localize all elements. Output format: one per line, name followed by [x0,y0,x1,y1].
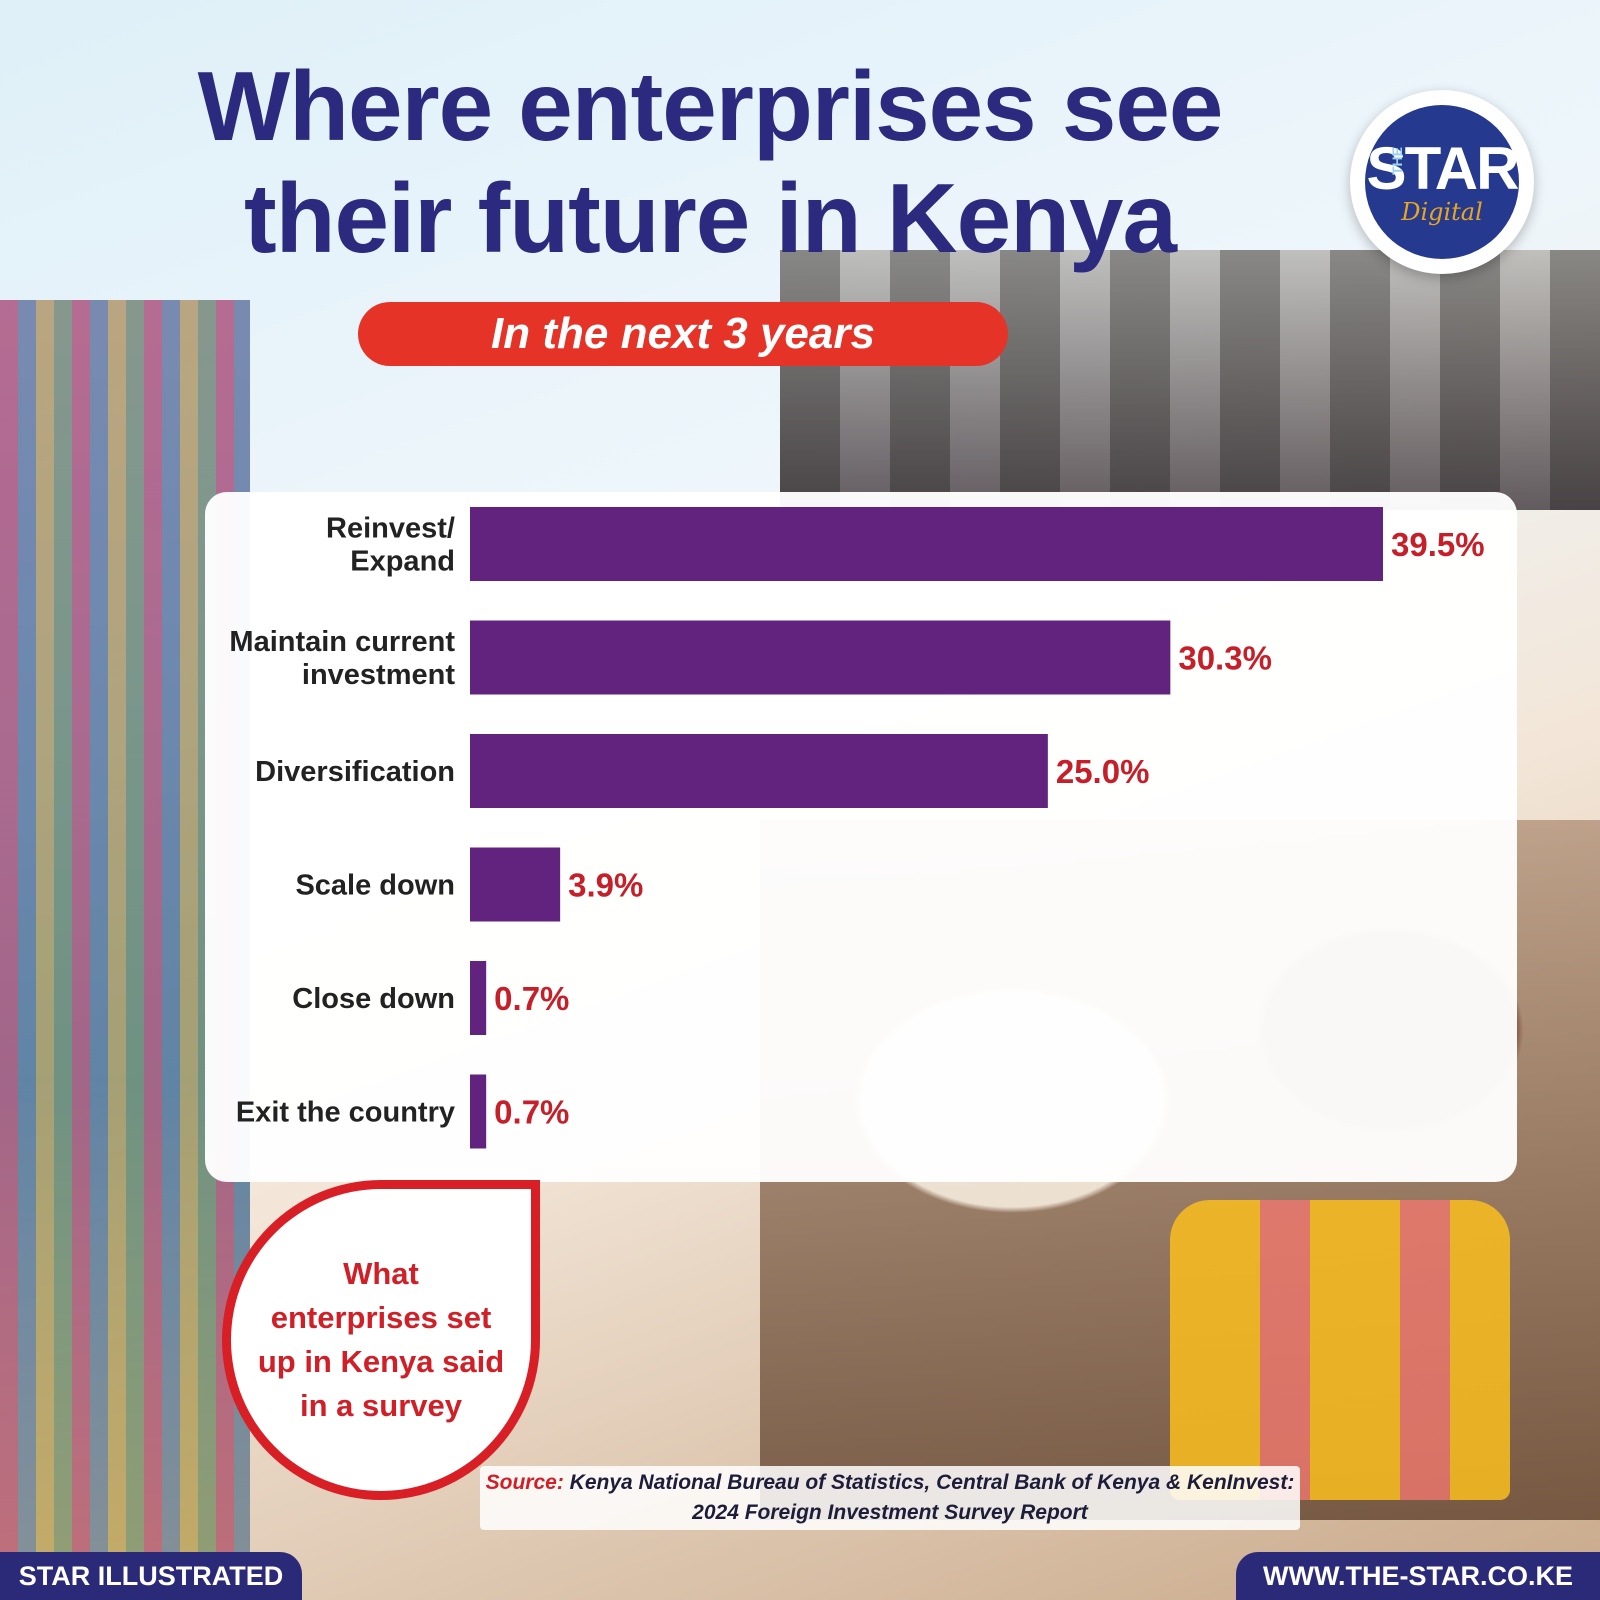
source-text: Kenya National Bureau of Statistics, Cen… [569,1471,1295,1524]
subtitle-text: In the next 3 years [491,309,875,358]
source-note: Source: Kenya National Bureau of Statist… [480,1466,1300,1530]
bar-5 [470,1074,487,1149]
bar-2 [470,734,1048,808]
chart-card: Reinvest/Expand 39.5% Maintain current inve… [205,492,1517,1182]
background-factory-photo [780,250,1600,510]
bar-4 [470,961,487,1035]
bar-1 [470,620,1171,695]
subtitle-pill: In the next 3 years [358,302,1008,366]
bar-chart: Reinvest/Expand 39.5% Maintain current inve… [229,507,1485,1149]
title-line-2: their future in Kenya [244,163,1177,273]
category-label-0: Reinvest/Expand [326,513,455,578]
category-label-5: Exit the country [236,1097,455,1129]
logo-star-text: STAR [1366,135,1520,202]
bar-0 [470,507,1383,581]
category-label-1: Maintain current investment [229,626,455,691]
survey-callout-bubble: What enterprises set up in Kenya said in… [222,1180,540,1500]
value-label-2: 25.0% [1056,753,1150,790]
source-label: Source: [485,1471,564,1494]
footer-right-text[interactable]: WWW.THE-STAR.CO.KE [1263,1560,1573,1591]
title-line-1: Where enterprises see [197,51,1224,161]
value-label-5: 0.7% [494,1094,569,1131]
background-drinks-photo [1170,1200,1510,1500]
value-label-4: 0.7% [494,980,569,1017]
survey-callout-text: What enterprises set up in Kenya said in… [257,1256,505,1423]
logo-digital-text: Digital [1401,198,1483,226]
value-label-0: 39.5% [1391,526,1485,563]
footer-website-link[interactable]: WWW.THE-STAR.CO.KE [1236,1552,1600,1600]
page-title: Where enterprises see their future in Ke… [120,50,1300,274]
logo-badge: THE STAR Digital [1365,105,1519,259]
category-label-4: Close down [292,983,455,1015]
logo-the-text: THE [1389,147,1405,175]
value-label-3: 3.9% [568,867,643,904]
star-digital-logo: THE STAR Digital [1350,90,1534,274]
category-label-3: Scale down [295,870,455,902]
footer-star-illustrated: STAR ILLUSTRATED [0,1552,302,1600]
category-label-2: Diversification [255,756,455,788]
bar-3 [470,847,561,922]
footer-left-text: STAR ILLUSTRATED [18,1560,284,1591]
value-label-1: 30.3% [1178,640,1272,677]
